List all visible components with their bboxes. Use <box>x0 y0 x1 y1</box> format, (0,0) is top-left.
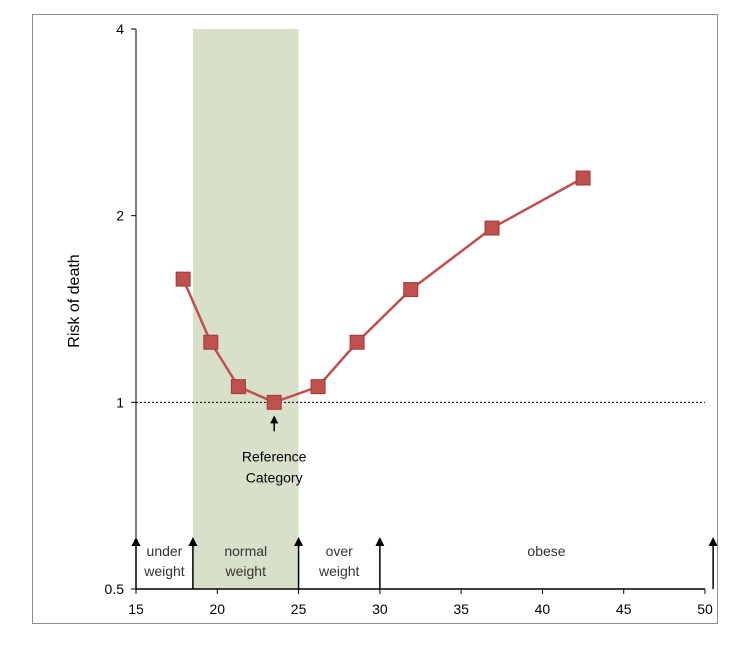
data-point-marker <box>175 271 191 287</box>
bmi-category-label: normal weight <box>224 543 267 579</box>
x-tick-label: 45 <box>616 601 632 617</box>
chart-frame: 0.5 1 2 4 15 20 25 30 35 40 45 50 Risk of death unde… <box>32 14 718 624</box>
shaded-band-layer <box>192 29 299 589</box>
arrow-head-icon <box>188 537 198 546</box>
data-point-marker <box>484 220 500 236</box>
x-tick-label: 40 <box>535 601 551 617</box>
y-axis-label: Risk of death <box>66 254 83 347</box>
data-point-marker <box>230 379 246 395</box>
bmi-category-label: over weight <box>318 543 360 579</box>
y-tick-label: 0.5 <box>105 581 125 597</box>
arrow-head-icon <box>294 537 304 546</box>
bmi-risk-chart: 0.5 1 2 4 15 20 25 30 35 40 45 50 Risk of death unde… <box>66 21 718 617</box>
data-point-marker <box>266 394 282 410</box>
annotation-arrow-head-icon <box>270 415 279 424</box>
normal-weight-band <box>192 29 299 589</box>
x-tick-label: 25 <box>291 601 307 617</box>
arrow-head-icon <box>708 537 718 546</box>
data-point-marker <box>403 282 419 298</box>
series-layer <box>175 170 591 410</box>
y-tick-label: 4 <box>116 21 124 37</box>
x-tick-label: 20 <box>209 601 225 617</box>
x-tick-label: 50 <box>697 601 713 617</box>
category-layer: under weight normal weight over weight obese <box>131 537 718 589</box>
bmi-category-label: under weight <box>143 543 185 579</box>
data-point-marker <box>203 334 219 350</box>
y-tick-label: 2 <box>116 208 124 224</box>
arrow-head-icon <box>131 537 141 546</box>
annotation-layer: Reference Category <box>242 415 307 485</box>
data-point-marker <box>575 170 591 186</box>
data-point-marker <box>310 379 326 395</box>
axis-layer: 0.5 1 2 4 15 20 25 30 35 40 45 50 Risk of death <box>66 21 713 617</box>
y-tick-label: 1 <box>116 394 124 410</box>
x-tick-label: 35 <box>453 601 469 617</box>
x-tick-label: 15 <box>128 601 144 617</box>
data-point-marker <box>349 334 365 350</box>
arrow-head-icon <box>375 537 385 546</box>
x-tick-label: 30 <box>372 601 388 617</box>
bmi-category-label: obese <box>527 543 565 559</box>
reference-category-annotation: Reference Category <box>242 448 307 485</box>
